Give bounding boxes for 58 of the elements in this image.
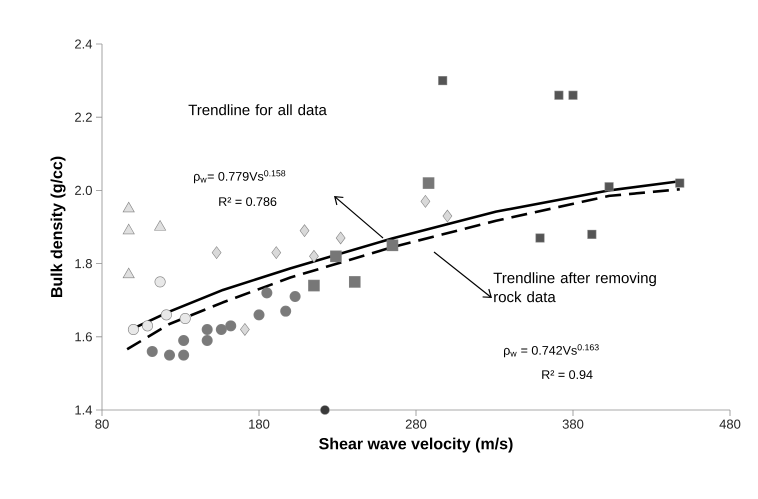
y-tick-label: 1.4 bbox=[75, 406, 92, 414]
y-tick-label: 1.6 bbox=[75, 332, 92, 342]
point bbox=[290, 291, 301, 302]
point bbox=[154, 220, 166, 231]
point bbox=[536, 233, 545, 242]
point bbox=[330, 250, 342, 262]
x-tick-label: 280 bbox=[406, 420, 426, 429]
point bbox=[422, 177, 434, 189]
point bbox=[554, 90, 564, 100]
annotation: R² = 0.94 bbox=[542, 370, 593, 380]
point bbox=[348, 276, 361, 288]
annotation: Trendline for all data bbox=[188, 104, 327, 116]
point bbox=[280, 306, 292, 317]
point bbox=[146, 346, 158, 357]
annotation: ρ$_{w}$ = 0.742Vs$^{0.163}$ bbox=[504, 344, 599, 358]
point bbox=[225, 320, 236, 332]
point bbox=[164, 350, 176, 361]
point bbox=[587, 230, 596, 239]
point bbox=[336, 232, 346, 244]
x-tick-label: 380 bbox=[562, 420, 584, 429]
point bbox=[442, 210, 452, 222]
point bbox=[261, 287, 272, 298]
y-axis-title: Bulk density (g/cc) bbox=[50, 156, 66, 298]
point bbox=[320, 405, 330, 415]
point bbox=[128, 324, 139, 335]
annotation: ρ$_{w}$= 0.779Vs$^{0.158}$ bbox=[194, 170, 286, 184]
point bbox=[154, 276, 166, 288]
point bbox=[300, 224, 310, 237]
point bbox=[254, 309, 264, 320]
point bbox=[604, 182, 614, 192]
point bbox=[438, 76, 448, 86]
annotation: Trendline after removing rock data bbox=[494, 272, 656, 302]
point bbox=[675, 178, 684, 188]
point bbox=[178, 350, 190, 361]
point bbox=[180, 313, 191, 324]
x-tick-label: 180 bbox=[249, 420, 270, 429]
point bbox=[420, 195, 430, 208]
point bbox=[202, 324, 213, 335]
point bbox=[212, 246, 222, 259]
point bbox=[309, 250, 319, 263]
x-axis-title: Shear wave velocity (m/s) bbox=[319, 438, 513, 453]
x-tick-label: 80 bbox=[95, 420, 109, 429]
point bbox=[178, 334, 190, 346]
y-tick-label: 2.0 bbox=[75, 186, 92, 195]
annotation: R² = 0.786 bbox=[219, 197, 276, 206]
point bbox=[142, 320, 154, 332]
point bbox=[308, 280, 320, 292]
point bbox=[202, 334, 213, 346]
point bbox=[216, 324, 227, 335]
point bbox=[568, 90, 578, 100]
point bbox=[160, 309, 172, 320]
y-tick-label: 2.4 bbox=[75, 39, 92, 49]
point bbox=[240, 323, 250, 336]
x-tick-label: 480 bbox=[719, 420, 740, 429]
point bbox=[271, 246, 282, 259]
y-tick-label: 1.8 bbox=[75, 258, 92, 268]
y-tick-label: 2.2 bbox=[75, 112, 92, 122]
point bbox=[386, 240, 398, 252]
